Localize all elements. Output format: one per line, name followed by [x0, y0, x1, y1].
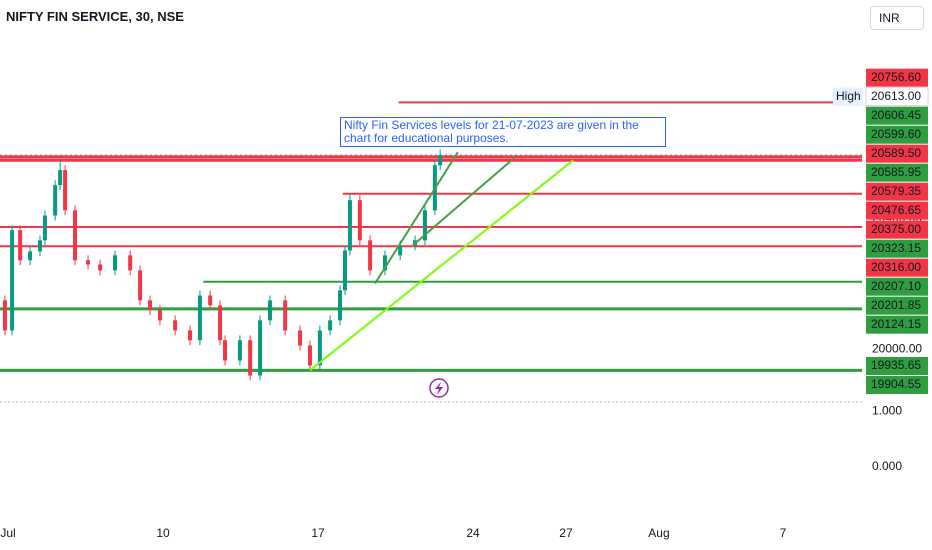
- candle-body: [42, 215, 47, 241]
- price-label: 20579.35: [871, 184, 921, 198]
- price-label: 19904.55: [871, 377, 921, 391]
- candle-body: [248, 340, 253, 376]
- price-label: 20375.00: [871, 222, 921, 236]
- price-label: 20606.45: [871, 108, 921, 122]
- candle-body: [197, 295, 202, 341]
- candle-body: [398, 245, 403, 256]
- candle-body: [347, 200, 352, 251]
- high-label: High: [836, 89, 861, 103]
- price-label: 20207.10: [871, 279, 921, 293]
- price-label: 20323.15: [871, 241, 921, 255]
- currency-button[interactable]: INR: [870, 6, 924, 30]
- candle-body: [382, 255, 387, 271]
- candle-body: [328, 320, 333, 331]
- price-label: 20613.00: [871, 89, 921, 103]
- x-tick-label: 24: [466, 526, 480, 540]
- candle-body: [208, 295, 213, 306]
- price-label: 20201.85: [871, 298, 921, 312]
- candle-body: [422, 210, 427, 241]
- candle-body: [18, 230, 23, 261]
- price-label-bg: [866, 68, 928, 87]
- price-label-bg: [866, 296, 928, 315]
- candle-body: [218, 305, 223, 341]
- price-label: 20124.15: [871, 317, 921, 331]
- price-label-bg: [866, 356, 928, 375]
- candle-body: [86, 260, 91, 265]
- price-label-bg: [866, 182, 928, 201]
- y-tick-label: 20000.00: [872, 342, 922, 356]
- candle-body: [283, 300, 288, 331]
- price-label-bg: [866, 144, 928, 163]
- price-label: 19935.65: [871, 358, 921, 372]
- candle-body: [338, 290, 343, 321]
- x-tick-label: Jul: [0, 526, 15, 540]
- candle-body: [2, 300, 7, 331]
- candle-body: [128, 255, 133, 271]
- y2-tick-label: 1.000: [872, 403, 902, 417]
- x-tick-label: 7: [780, 526, 787, 540]
- candle-body: [157, 310, 162, 321]
- annotation: Nifty Fin Services levels for 21-07-2023…: [340, 117, 666, 147]
- trend-line: [309, 159, 574, 372]
- candle-body: [53, 185, 58, 216]
- price-label-bg: [866, 239, 928, 258]
- candle-body: [438, 155, 443, 166]
- price-label-bg: [866, 315, 928, 334]
- price-label-bg: [866, 201, 928, 220]
- candle-body: [307, 345, 312, 366]
- price-label-bg: [866, 277, 928, 296]
- x-tick-label: Aug: [648, 526, 669, 540]
- price-label-bg: [866, 163, 928, 182]
- price-label-bg: [865, 87, 929, 107]
- price-label: 20599.60: [871, 127, 921, 141]
- candle-body: [28, 251, 33, 261]
- high-label-bg: [833, 87, 863, 106]
- candle-body: [112, 255, 117, 271]
- price-label: 20756.60: [871, 70, 921, 84]
- candle-body: [148, 300, 153, 311]
- price-label-bg: [866, 258, 928, 277]
- candle-body: [267, 300, 272, 321]
- price-label-bg: [866, 375, 928, 394]
- price-label-bg: [866, 220, 928, 239]
- candle-body: [298, 330, 303, 346]
- trend-line: [412, 156, 516, 246]
- candle-body: [58, 170, 63, 186]
- price-label: 20585.95: [871, 165, 921, 179]
- candle-body: [138, 270, 143, 301]
- lightning-icon: [429, 378, 449, 398]
- candle-body: [342, 250, 347, 291]
- candle-body: [258, 320, 263, 376]
- x-tick-label: 27: [559, 526, 573, 540]
- candle-body: [98, 264, 103, 271]
- candle-body: [368, 240, 373, 271]
- price-label: 20476.65: [871, 203, 921, 217]
- candle-body: [357, 200, 362, 241]
- y2-tick-label: 0.000: [872, 459, 902, 473]
- price-label-bg: [866, 106, 928, 125]
- candle-body: [37, 240, 42, 252]
- candle-body: [73, 210, 78, 261]
- x-tick-label: 10: [156, 526, 170, 540]
- chart-title: NIFTY FIN SERVICE, 30, NSE: [6, 9, 184, 24]
- price-label: 20589.50: [871, 146, 921, 160]
- candle-body: [63, 170, 68, 211]
- candle-body: [317, 330, 322, 366]
- candle-body: [237, 340, 242, 361]
- trend-line: [374, 151, 459, 284]
- candle-body: [223, 340, 228, 361]
- price-label: 20316.00: [871, 260, 921, 274]
- candle-body: [173, 320, 178, 331]
- x-tick-label: 17: [311, 526, 325, 540]
- price-label-bg: [866, 125, 928, 144]
- candle-body: [188, 330, 193, 341]
- candle-body: [10, 230, 15, 331]
